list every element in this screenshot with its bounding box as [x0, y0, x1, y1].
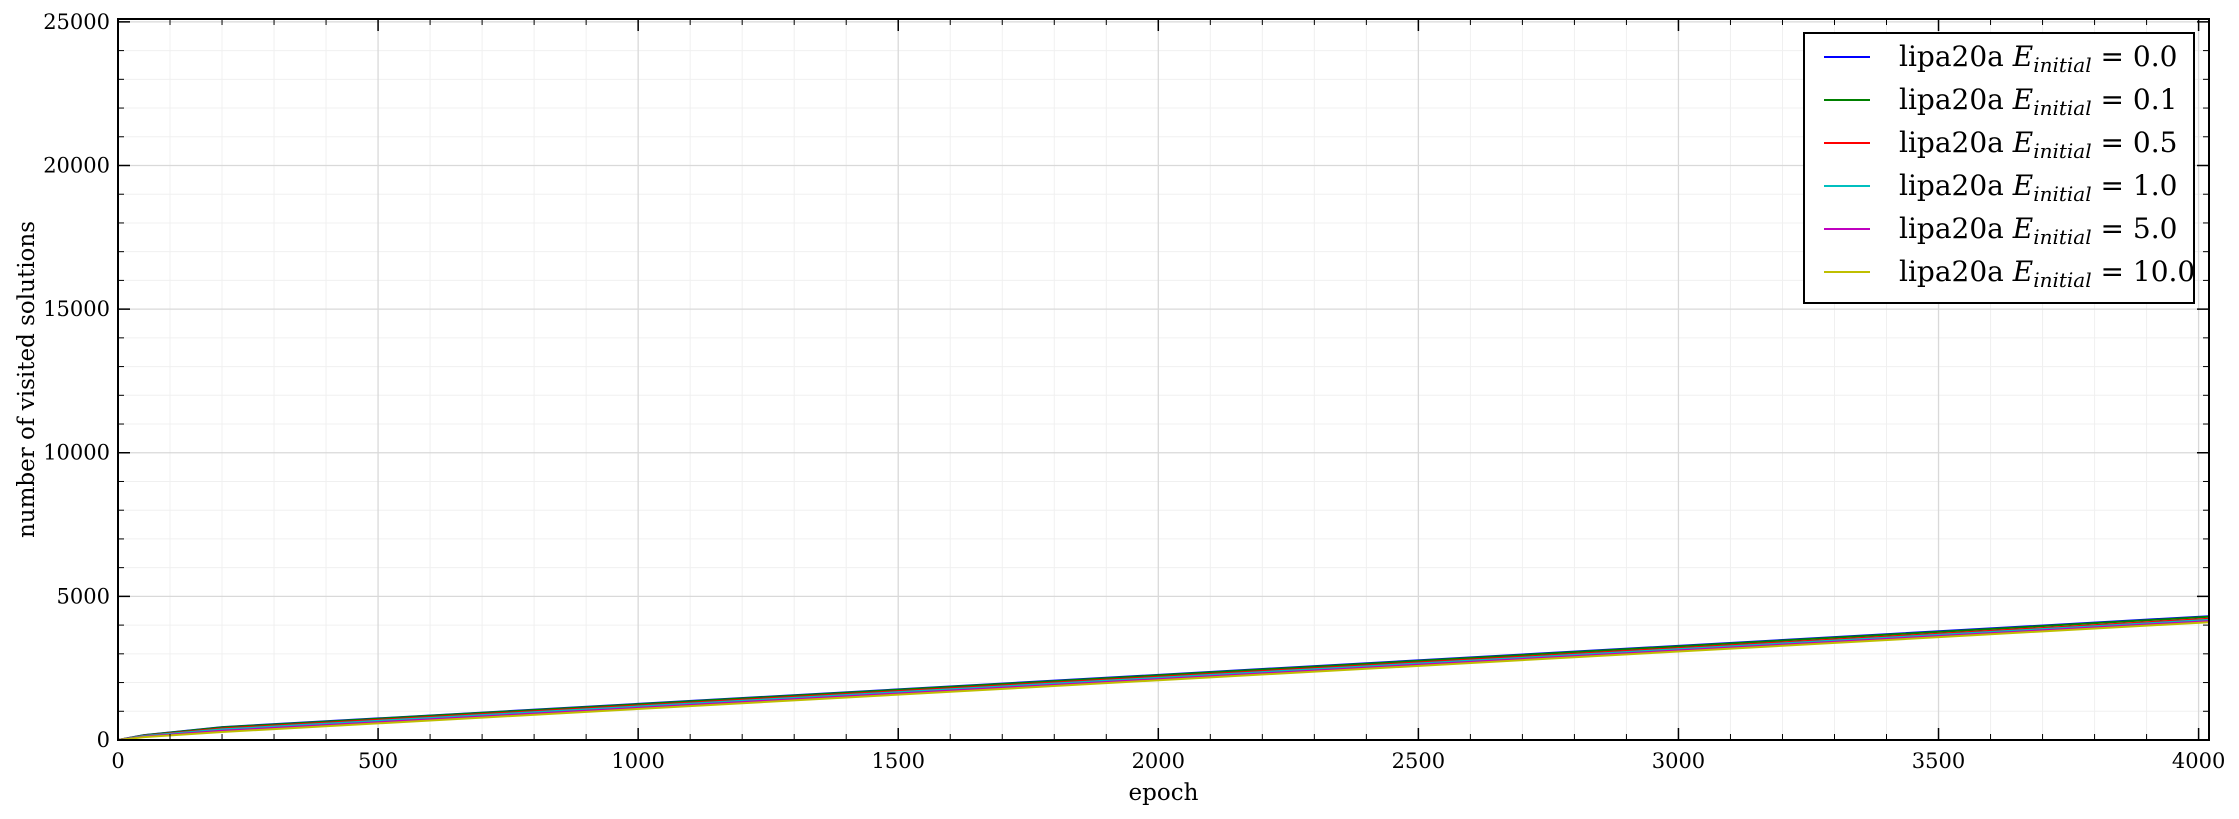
legend-box — [1803, 32, 2195, 304]
legend-entry: lipa20a Einitial = 0.1 — [1899, 83, 2177, 120]
x-tick-label: 4000 — [2172, 749, 2225, 773]
x-tick-label: 1000 — [611, 749, 664, 773]
y-tick-label: 20000 — [43, 153, 110, 177]
y-tick-label: 5000 — [57, 584, 110, 608]
x-tick-label: 2500 — [1392, 749, 1445, 773]
y-axis-label: number of visited solutions — [14, 221, 40, 538]
legend: lipa20a Einitial = 0.0 lipa20a Einitial =… — [1803, 32, 2195, 304]
x-tick-label: 0 — [111, 749, 124, 773]
y-tick-label: 10000 — [43, 441, 110, 465]
x-tick-label: 500 — [358, 749, 398, 773]
x-tick-label: 3000 — [1652, 749, 1705, 773]
series-line-5 — [117, 621, 2210, 741]
x-tick-label: 1500 — [871, 749, 924, 773]
y-tick-label: 15000 — [43, 297, 110, 321]
y-tick-label: 25000 — [43, 10, 110, 34]
x-tick-label: 2000 — [1132, 749, 1185, 773]
legend-entry: lipa20a Einitial = 0.5 — [1899, 126, 2177, 163]
plot-frame — [117, 18, 2210, 741]
x-tick-label: 3500 — [1912, 749, 1965, 773]
legend-entry: lipa20a Einitial = 0.0 — [1899, 40, 2177, 77]
y-tick-label: 0 — [97, 728, 110, 752]
legend-entry: lipa20a Einitial = 10.0 — [1899, 255, 2195, 292]
legend-entry: lipa20a Einitial = 5.0 — [1899, 212, 2177, 249]
x-axis-label: epoch — [1129, 780, 1199, 806]
series-lines — [117, 615, 2210, 741]
axis-ticks: 0 500 1000 1500 2000 2500 3000 3500 4000 0 5000 100… — [43, 10, 2225, 773]
legend-entry: lipa20a Einitial = 1.0 — [1899, 169, 2177, 206]
